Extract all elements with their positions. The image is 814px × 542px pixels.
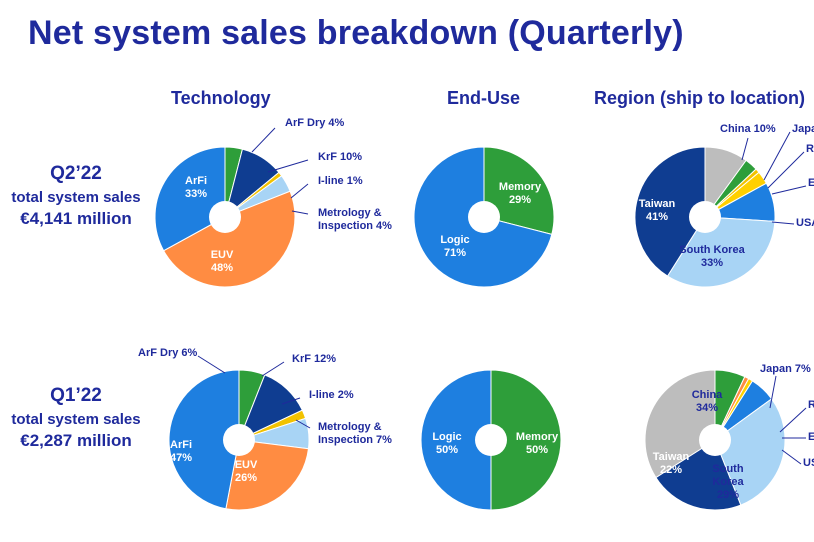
leader-line [763,131,791,181]
slice-label-japan: Japa [792,123,814,135]
slice-label-usa: US [803,457,814,469]
slice-label-china: China 34% [692,389,723,414]
row-caption: total system sales [11,411,141,428]
leader-line [261,361,285,377]
slice-label-japan: Japan 7% [760,363,811,375]
leader-line [779,407,807,433]
pie-slice-euv [162,190,296,288]
row-caption: total system sales [11,189,141,206]
slice-label-i-line: I-line 2% [309,389,354,401]
pie-slice-china [644,369,716,479]
pie-slice-taiwan [634,146,706,277]
slice-label-south-korea: South Korea 33% [679,244,745,269]
pie-slice-memory [483,146,555,236]
leader-line [767,151,805,189]
slice-label-china: China 10% [720,123,776,135]
pie-slice-logic [420,369,492,511]
slice-label-arfi: ArFi 33% [185,175,207,200]
leader-line [197,355,226,374]
column-header-region: Region (ship to location) [594,88,805,108]
slice-label-i-line: I-line 1% [318,175,363,187]
slice-label-krf: KrF 10% [318,151,362,163]
leader-line [771,185,807,195]
pie-chart-end-use-q1-22: Memory 50% Logic 50% [420,369,562,511]
slice-label-rest-of-asia: R [806,143,814,155]
slice-label-memory: Memory 29% [499,181,542,206]
slice-label-memory: Memory 50% [516,431,559,456]
slice-label-emea: E [808,177,814,189]
slice-label-arfi: ArFi 47% [170,439,192,464]
row-quarter: Q2’22 [50,163,102,184]
slice-label-euv: EUV 48% [211,249,234,274]
leader-line [295,419,311,429]
leader-line [281,397,301,405]
slice-label-euv: EUV 26% [235,459,258,484]
column-header-end-use: End-Use [447,88,521,108]
leader-line [290,183,309,199]
leader-line [771,221,795,225]
pie-hole [209,201,241,233]
leader-line [741,137,749,161]
leader-line [769,375,777,409]
pie-chart-technology-q1-22: ArF Dry 6% KrF 12% I-line 2% Metrology & Ins… [138,347,392,511]
row-sales-value: €4,141 million [20,209,132,228]
pie-hole [223,424,255,456]
row-sales-value: €2,287 million [20,431,132,450]
pie-slice-taiwan [655,439,742,511]
pie-slice-south-korea [714,398,786,506]
leader-line [267,159,309,173]
slice-label-rest-of-asia: R [808,399,814,411]
pie-hole [699,424,731,456]
slice-label-arf-dry: ArF Dry 6% [138,347,198,359]
slice-label-usa: USA [796,217,814,229]
column-header-technology: Technology [171,88,271,108]
row-label-q2: Q2’22 total system sales €4,141 million [0,163,152,229]
slice-label-taiwan: Taiwan 41% [639,198,676,223]
pie-hole [689,201,721,233]
leader-line [251,127,276,153]
slice-label-emea: E [808,431,814,443]
leader-line [291,210,309,215]
pie-hole [475,424,507,456]
pie-chart-technology-q2-22: ArF Dry 4% KrF 10% I-line 1% Metrology & Ins… [154,117,392,288]
slice-label-south-korea: South Korea 29% [712,463,744,501]
slice-label-arf-dry: ArF Dry 4% [285,117,345,129]
leader-line [781,449,802,465]
pie-slice-arfi [154,146,226,252]
pie-slice-arfi [168,369,240,510]
page-title: Net system sales breakdown (Quarterly) [28,14,684,52]
slice-label-krf: KrF 12% [292,353,336,365]
slice-label-taiwan: Taiwan 22% [653,451,690,476]
slice-label-metrology-inspection: Metrology & Inspection 7% [318,421,392,446]
pie-slice-euv [225,439,310,511]
pie-hole [468,201,500,233]
pie-slice-memory [490,369,562,511]
pie-chart-end-use-q2-22: Memory 29% Logic 71% [413,146,555,288]
slice-label-metrology-inspection: Metrology & Inspection 4% [318,207,392,232]
row-quarter: Q1’22 [50,385,102,406]
slice-label-logic: Logic 50% [432,431,461,456]
row-label-q1: Q1’22 total system sales €2,287 million [0,385,152,451]
pie-chart-region-ship-to-location-q2-22: China 10% Japa R E USA South Korea33%Taiwan41… [634,123,814,288]
slice-label-logic: Logic 71% [440,234,469,259]
